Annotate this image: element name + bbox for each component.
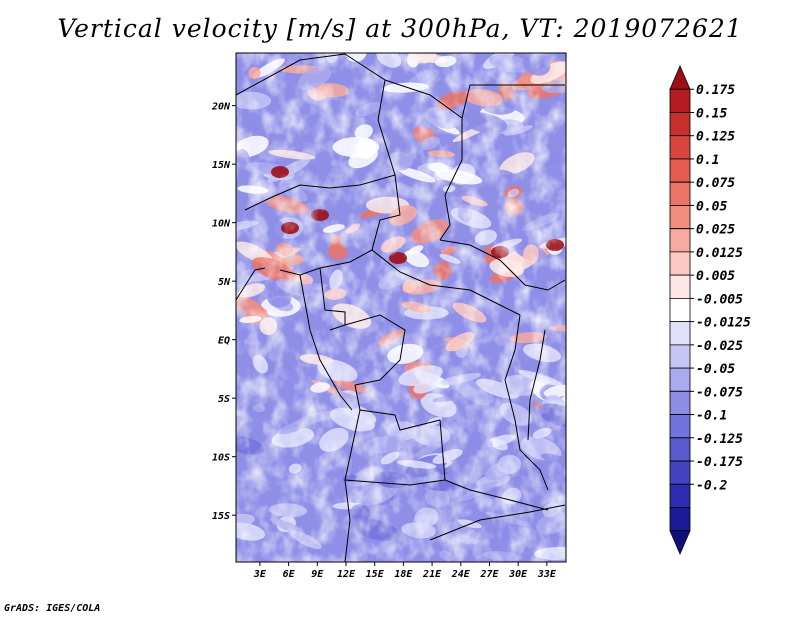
border-line [504, 314, 549, 491]
y-axis: 20N 15N 10N 5N EQ 5S 10S 15S [211, 102, 236, 522]
colorbar-label: 0.05 [696, 199, 727, 214]
colorbar-label: -0.0125 [696, 316, 751, 331]
colorbar-swatch [669, 414, 691, 439]
colorbar-label: 0.175 [696, 83, 735, 98]
colorbar-swatch [669, 64, 691, 90]
border-line [371, 249, 521, 316]
border-line [384, 79, 463, 241]
y-tick-label: 10N [212, 219, 231, 230]
x-tick-label: 9E [311, 569, 324, 580]
colorbar-swatch [669, 135, 691, 160]
y-tick-label: 5S [218, 394, 230, 405]
x-tick-label: 12E [337, 569, 356, 580]
colorbar-label: 0.025 [696, 223, 735, 238]
y-tick-label: EQ [218, 336, 230, 347]
colorbar-swatch [669, 88, 691, 113]
border-line [344, 479, 446, 486]
country-borders [236, 53, 566, 562]
y-tick-label: 20N [211, 102, 231, 113]
colorbar: 0.175 0.15 0.125 0.1 0.075 0.05 0.025 0.0125 0.0… [669, 64, 751, 556]
colorbar-swatch [669, 507, 691, 532]
x-tick-label: 24E [451, 569, 471, 580]
x-tick-label: 3E [253, 569, 267, 580]
colorbar-swatch [669, 274, 691, 299]
colorbar-label: -0.1 [696, 409, 727, 424]
x-tick-label: 6E [283, 569, 296, 580]
colorbar-label: -0.05 [696, 362, 735, 377]
coastline [236, 267, 353, 411]
x-tick-label: 21E [422, 569, 442, 580]
border-line [319, 267, 346, 331]
colorbar-swatch [669, 297, 691, 323]
x-axis: 3E 6E 9E 12E 15E 18E 21E 24E 27E 30E 33E [253, 562, 557, 580]
chart-title: Vertical velocity [m/s] at 300hPa, VT: 2… [57, 14, 743, 43]
colorbar-swatch [669, 460, 691, 485]
colorbar-label: 0.1 [696, 153, 719, 168]
colorbar-swatch [669, 181, 691, 206]
colorbar-swatch [669, 205, 691, 230]
colorbar-swatch [669, 112, 691, 137]
colorbar-label: -0.025 [696, 339, 743, 354]
border-line [236, 53, 396, 211]
border-line [279, 174, 401, 276]
colorbar-label: -0.2 [696, 478, 727, 493]
map-field [236, 53, 566, 562]
y-tick-label: 5N [218, 277, 231, 288]
border-line [461, 84, 565, 119]
y-tick-label: 15N [212, 160, 231, 171]
field-texture [236, 53, 566, 562]
x-tick-label: 27E [479, 569, 499, 580]
colorbar-label: 0.075 [696, 176, 735, 191]
colorbar-label: 0.0125 [696, 246, 743, 261]
colorbar-swatch [669, 437, 691, 462]
x-tick-label: 15E [366, 569, 385, 580]
border-line [354, 384, 549, 511]
y-tick-label: 15S [212, 511, 230, 522]
x-tick-label: 33E [537, 569, 557, 580]
border-line [344, 314, 406, 386]
colorbar-label: -0.075 [696, 385, 743, 400]
colorbar-swatch [669, 367, 691, 392]
map-frame [235, 52, 567, 563]
border-line [344, 409, 361, 562]
grads-credit: GrADS: IGES/COLA [4, 603, 101, 614]
x-tick-label: 30E [508, 569, 528, 580]
colorbar-label: -0.125 [696, 432, 743, 447]
colorbar-swatch [669, 321, 691, 346]
colorbar-swatch [669, 530, 691, 556]
y-tick-label: 10S [212, 453, 230, 464]
x-tick-label: 18E [394, 569, 413, 580]
colorbar-label: -0.175 [696, 455, 743, 470]
colorbar-swatch [669, 158, 691, 183]
border-line [527, 329, 546, 441]
colorbar-swatch [669, 251, 691, 276]
colorbar-swatch [669, 483, 691, 508]
border-line [429, 504, 566, 541]
colorbar-label: 0.125 [696, 130, 735, 145]
colorbar-swatch [669, 390, 691, 415]
colorbar-label: -0.005 [696, 292, 743, 307]
colorbar-label: 0.15 [696, 106, 727, 121]
colorbar-swatch [669, 228, 691, 253]
colorbar-label: 0.005 [696, 269, 735, 284]
colorbar-swatch [669, 344, 691, 369]
border-line [439, 239, 566, 291]
